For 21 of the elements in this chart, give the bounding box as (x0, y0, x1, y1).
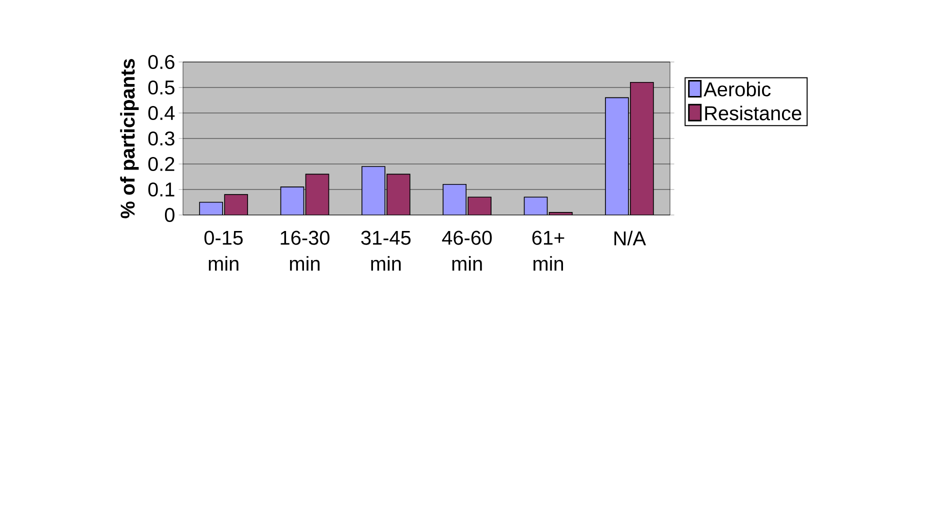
bar (386, 174, 410, 215)
x-tick-label: 0-15 min (204, 230, 243, 271)
x-tick-label: 16-30 min (280, 230, 330, 271)
legend-label: Aerobic (704, 82, 771, 96)
y-axis-title: % of participants (120, 59, 139, 218)
bar (468, 196, 492, 215)
y-tick-label: 0.4 (148, 106, 175, 120)
y-tick-label: 0 (164, 208, 174, 222)
legend-label: Resistance (705, 106, 802, 120)
x-tick-label: 46-60 min (442, 230, 492, 271)
bar (224, 194, 248, 215)
bar (630, 82, 654, 215)
y-tick-label: 0.1 (148, 182, 174, 197)
y-tick-label: 0.5 (148, 80, 174, 95)
x-tick-label: 61+ min (532, 230, 564, 271)
y-tick-label: 0.2 (148, 156, 174, 172)
y-tick-label: 0.3 (148, 131, 174, 146)
y-tick-label: 0.6 (148, 54, 174, 70)
x-tick-label: N/A (614, 230, 646, 246)
bar (305, 174, 330, 215)
x-tick-label: 31-45 min (361, 230, 411, 271)
